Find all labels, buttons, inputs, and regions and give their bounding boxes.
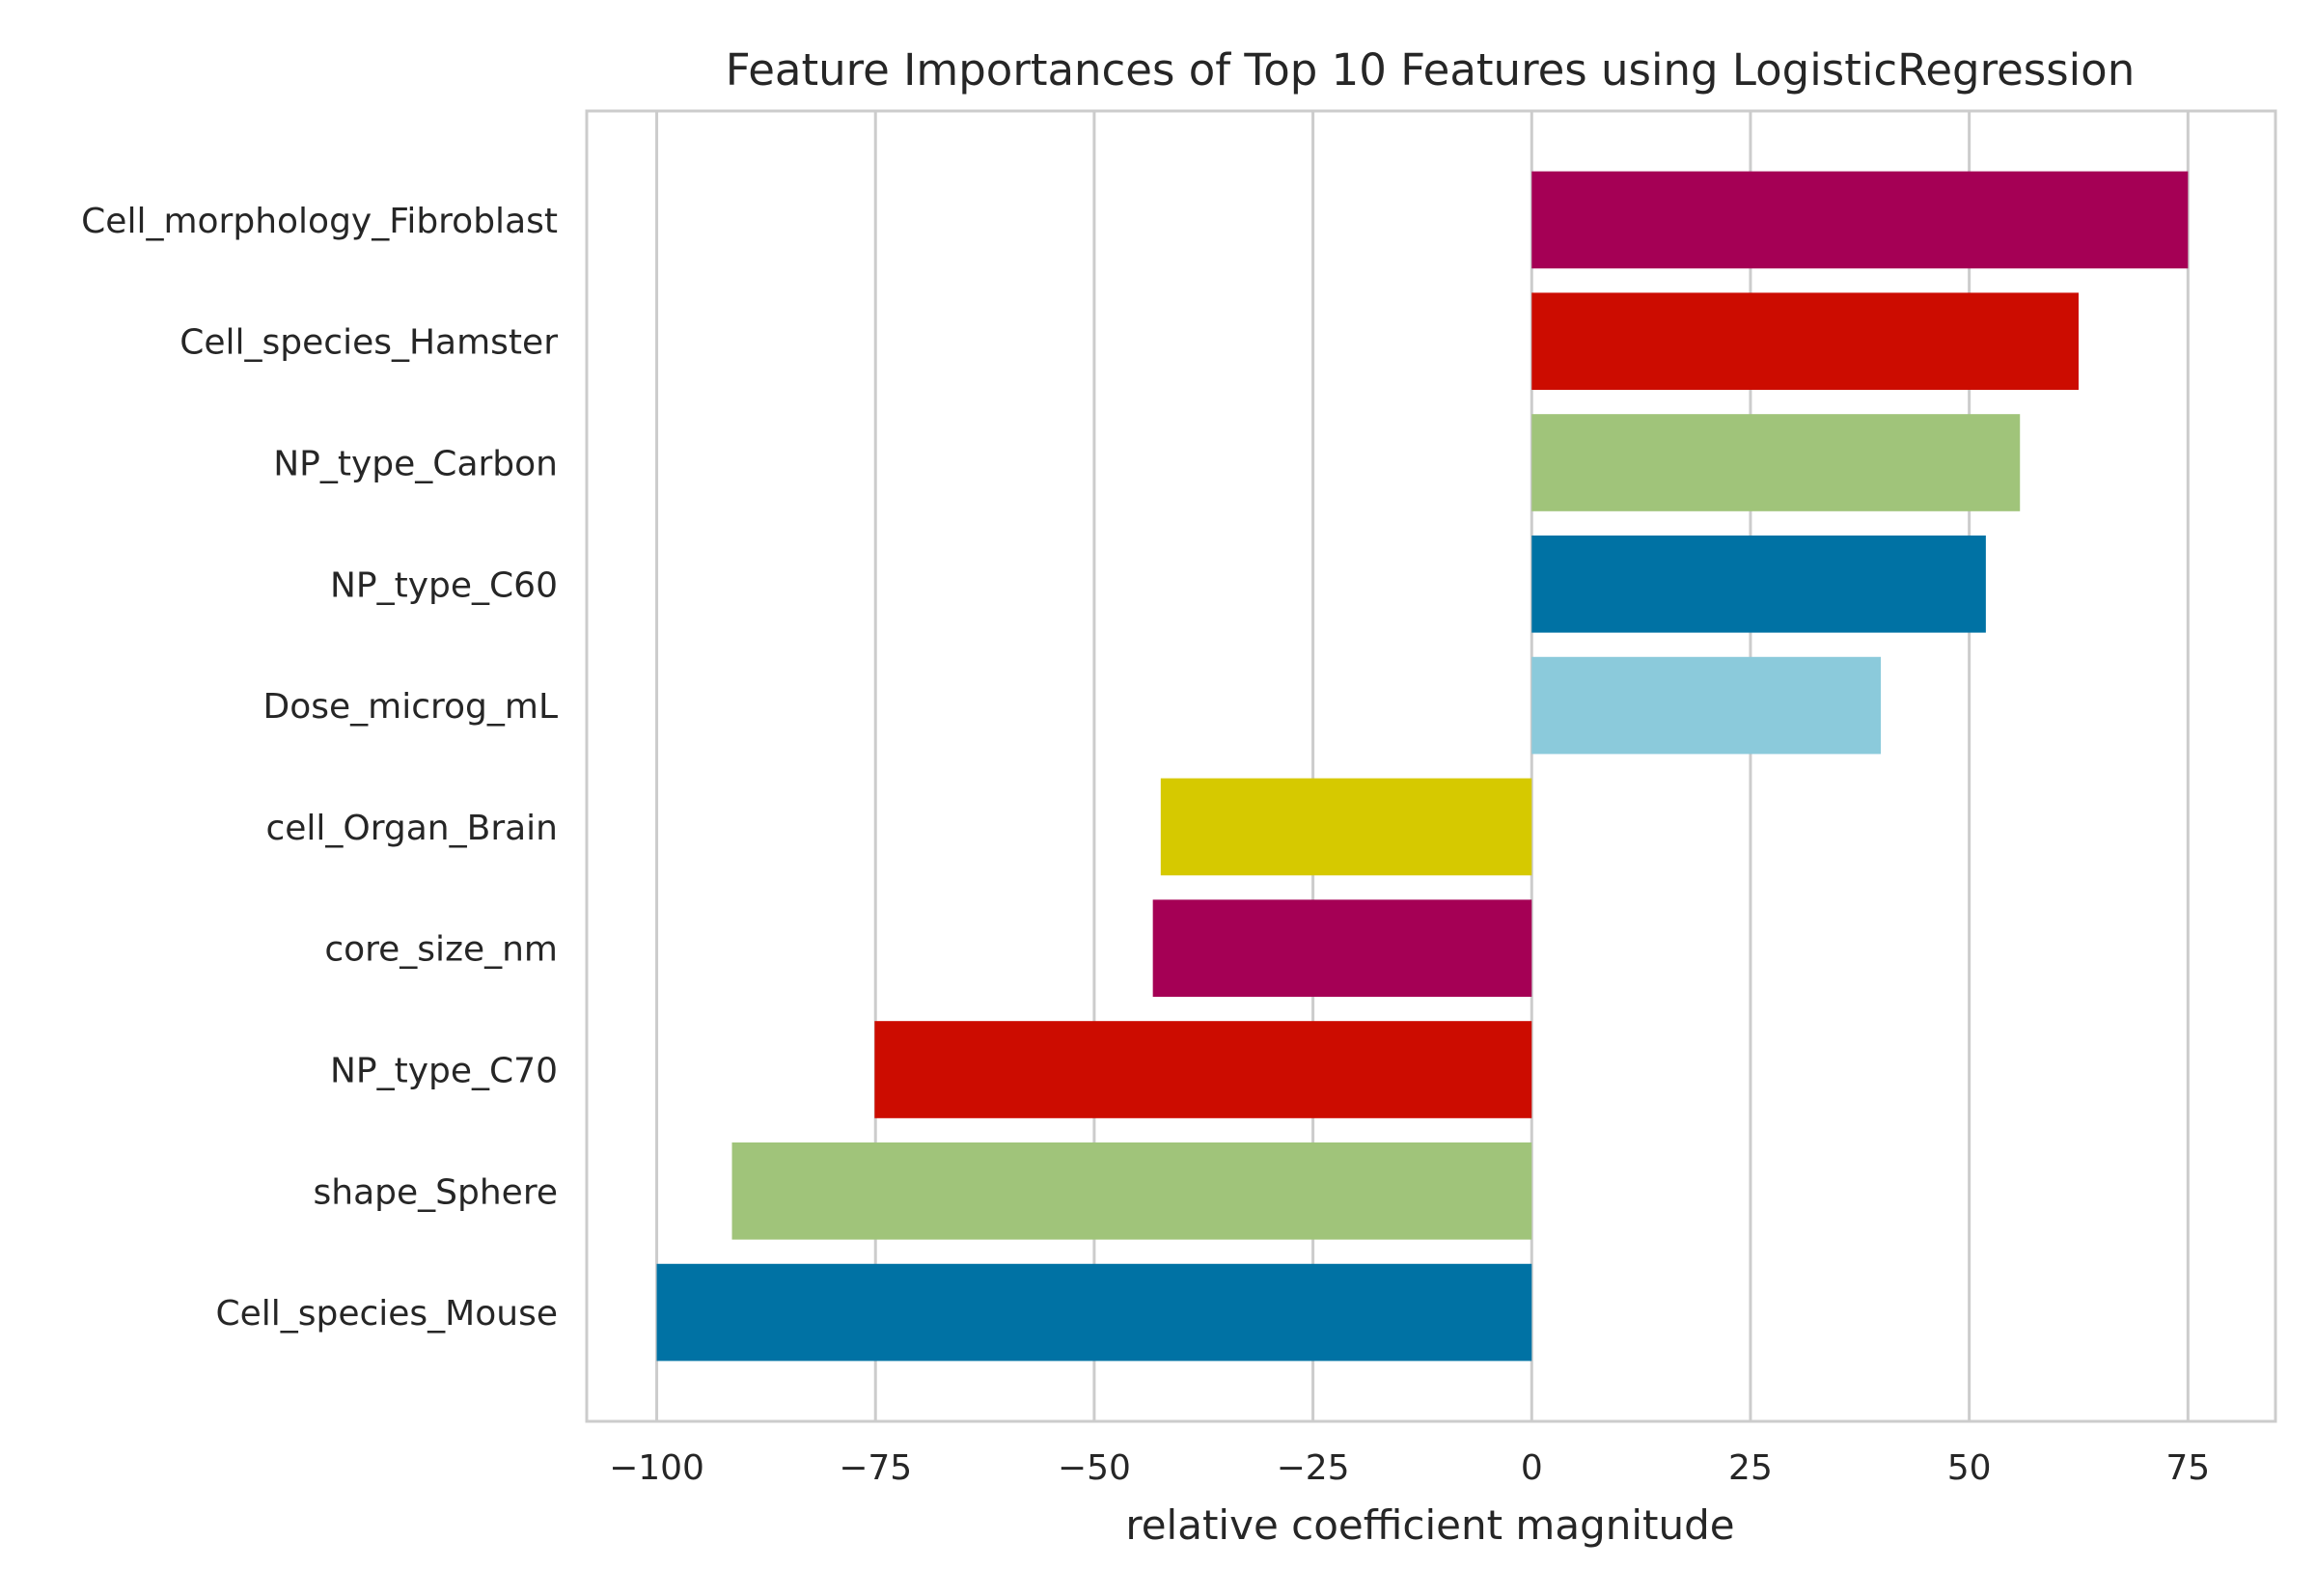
bars xyxy=(656,171,2189,1362)
x-tick-label: −75 xyxy=(839,1448,912,1488)
x-tick-label: −50 xyxy=(1058,1448,1131,1488)
bar-np-type-c70 xyxy=(874,1021,1532,1118)
bar-np-type-carbon xyxy=(1531,414,2021,511)
x-tick-label: 50 xyxy=(1947,1448,1992,1488)
bar-cell-species-hamster xyxy=(1531,292,2079,391)
bar-cell-species-mouse xyxy=(656,1263,1532,1362)
y-tick-label: NP_type_Carbon xyxy=(273,445,558,484)
y-tick-label: Cell_species_Hamster xyxy=(179,323,558,363)
y-tick-label: Cell_species_Mouse xyxy=(215,1294,558,1334)
y-tick-labels: Cell_morphology_Fibroblast Cell_species_H… xyxy=(81,202,558,1334)
y-tick-label: core_size_nm xyxy=(324,930,558,970)
x-tick-label: 0 xyxy=(1521,1448,1543,1488)
y-tick-label: shape_Sphere xyxy=(314,1172,558,1212)
x-tick-labels: −100 −75 −50 −25 0 25 50 75 xyxy=(609,1448,2210,1488)
y-tick-label: Cell_morphology_Fibroblast xyxy=(81,202,558,241)
x-axis-label: relative coefficient magnitude xyxy=(1125,1501,1734,1549)
y-tick-label: Dose_microg_mL xyxy=(262,687,558,727)
bar-core-size-nm xyxy=(1152,899,1532,998)
bar-np-type-c60 xyxy=(1531,535,1986,633)
y-tick-label: NP_type_C60 xyxy=(330,565,558,605)
x-tick-label: −100 xyxy=(609,1448,704,1488)
x-tick-label: 25 xyxy=(1728,1448,1773,1488)
chart-title: Feature Importances of Top 10 Features u… xyxy=(726,44,2135,96)
y-tick-label: NP_type_C70 xyxy=(330,1052,558,1091)
x-tick-label: 75 xyxy=(2165,1448,2210,1488)
bar-dose-microg-ml xyxy=(1531,656,1882,755)
bar-cell-morphology-fibroblast xyxy=(1531,171,2189,269)
x-tick-label: −25 xyxy=(1277,1448,1350,1488)
plot-frame xyxy=(585,109,2277,1423)
bar-cell-organ-brain xyxy=(1160,778,1532,876)
bar-shape-sphere xyxy=(731,1142,1532,1240)
y-tick-label: cell_Organ_Brain xyxy=(265,809,558,848)
